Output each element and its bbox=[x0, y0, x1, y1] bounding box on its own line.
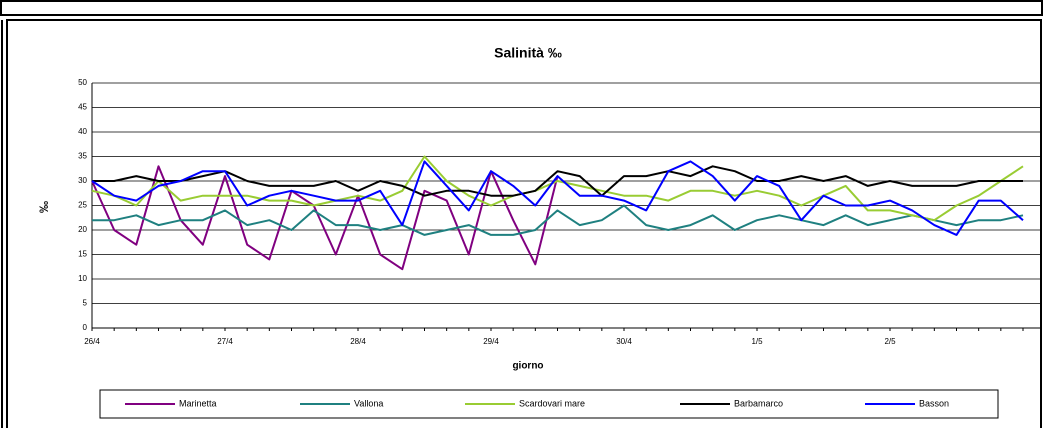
series-line bbox=[92, 165, 1023, 197]
y-tick-label: 20 bbox=[78, 225, 87, 234]
top-frame bbox=[0, 0, 1043, 16]
y-tick-label: 40 bbox=[78, 127, 87, 136]
x-tick-label: 1/5 bbox=[751, 337, 763, 346]
x-tick-label: 26/4 bbox=[84, 337, 100, 346]
y-tick-label: 45 bbox=[78, 103, 87, 112]
legend-label: Barbamarco bbox=[734, 398, 783, 408]
y-tick-label: 35 bbox=[78, 152, 87, 161]
y-tick-label: 5 bbox=[83, 299, 88, 308]
chart-title: Salinità ‰ bbox=[494, 45, 562, 61]
y-tick-label: 10 bbox=[78, 274, 87, 283]
y-tick-label: 0 bbox=[83, 323, 88, 332]
legend-box bbox=[99, 389, 999, 419]
legend-label: Basson bbox=[919, 398, 949, 408]
x-axis-title: giorno bbox=[512, 361, 543, 372]
series-line bbox=[92, 204, 1024, 236]
series-line bbox=[91, 160, 1024, 236]
legend-label: Scardovari mare bbox=[519, 398, 585, 408]
y-tick-label: 30 bbox=[78, 176, 87, 185]
y-axis-title: ‰ bbox=[37, 201, 51, 213]
legend-label: Marinetta bbox=[179, 398, 217, 408]
y-tick-label: 25 bbox=[78, 201, 87, 210]
series-line bbox=[91, 155, 1024, 222]
x-tick-label: 27/4 bbox=[217, 337, 233, 346]
y-tick-label: 50 bbox=[78, 78, 87, 87]
x-tick-label: 28/4 bbox=[350, 337, 366, 346]
legend-label: Vallona bbox=[354, 398, 383, 408]
y-tick-label: 15 bbox=[78, 250, 87, 259]
x-tick-label: 30/4 bbox=[616, 337, 632, 346]
x-tick-label: 29/4 bbox=[483, 337, 499, 346]
series-line bbox=[91, 165, 559, 271]
x-tick-label: 2/5 bbox=[884, 337, 896, 346]
